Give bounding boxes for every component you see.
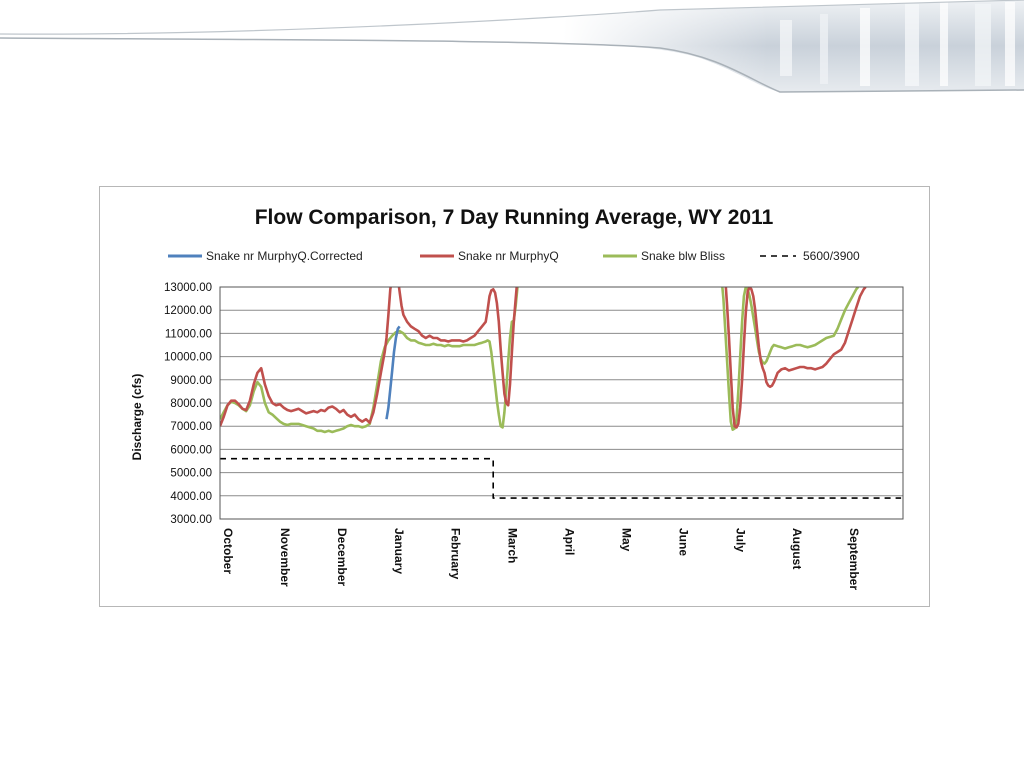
x-tick-label: July bbox=[733, 528, 747, 552]
x-tick-label: November bbox=[278, 528, 292, 587]
legend-label-murphyq: Snake nr MurphyQ bbox=[458, 249, 559, 263]
legend-label-bliss: Snake blw Bliss bbox=[641, 249, 725, 263]
chart-title: Flow Comparison, 7 Day Running Average, … bbox=[255, 206, 774, 229]
legend-label-threshold: 5600/3900 bbox=[803, 249, 860, 263]
x-tick-label: September bbox=[847, 528, 861, 590]
gridlines bbox=[220, 286, 903, 520]
y-tick-label: 10000.00 bbox=[164, 352, 212, 364]
series-line-corrected bbox=[385, 325, 401, 420]
data-series bbox=[220, 287, 902, 499]
y-tick-label: 7000.00 bbox=[170, 421, 212, 433]
y-tick-label: 6000.00 bbox=[170, 444, 212, 456]
x-tick-label: April bbox=[563, 528, 577, 555]
y-tick-label: 8000.00 bbox=[170, 398, 212, 410]
x-tick-label: February bbox=[449, 528, 463, 580]
series-line-bliss bbox=[220, 287, 860, 434]
y-tick-label: 13000.00 bbox=[164, 282, 212, 294]
chart-legend: Snake nr MurphyQ.Corrected Snake nr Murp… bbox=[168, 249, 860, 263]
y-tick-label: 4000.00 bbox=[170, 491, 212, 503]
plot-area-border bbox=[219, 286, 904, 520]
series-line-murphyq bbox=[220, 287, 867, 429]
y-axis-label: Discharge (cfs) bbox=[130, 374, 144, 461]
x-tick-label: August bbox=[790, 528, 804, 569]
x-tick-label: October bbox=[221, 528, 235, 574]
x-tick-label: May bbox=[619, 528, 633, 552]
x-tick-labels: October November December January February Ma… bbox=[221, 528, 861, 590]
y-tick-label: 12000.00 bbox=[164, 305, 212, 317]
flow-comparison-chart: Flow Comparison, 7 Day Running Average, … bbox=[130, 206, 904, 590]
series-line-threshold bbox=[220, 457, 902, 499]
x-tick-label: June bbox=[676, 528, 690, 556]
legend-label-corrected: Snake nr MurphyQ.Corrected bbox=[206, 249, 363, 263]
slide-header-banner bbox=[0, 0, 1024, 110]
y-tick-label: 11000.00 bbox=[165, 328, 212, 340]
y-tick-label: 9000.00 bbox=[170, 375, 212, 387]
y-tick-label: 5000.00 bbox=[170, 468, 212, 480]
y-tick-label: 3000.00 bbox=[170, 514, 212, 526]
chart-frame: Flow Comparison, 7 Day Running Average, … bbox=[99, 186, 930, 607]
y-tick-labels: 3000.00 4000.00 5000.00 6000.00 7000.00 8000.… bbox=[164, 282, 212, 526]
x-tick-label: December bbox=[335, 528, 349, 586]
x-tick-label: January bbox=[392, 528, 406, 574]
x-tick-label: March bbox=[506, 528, 520, 563]
